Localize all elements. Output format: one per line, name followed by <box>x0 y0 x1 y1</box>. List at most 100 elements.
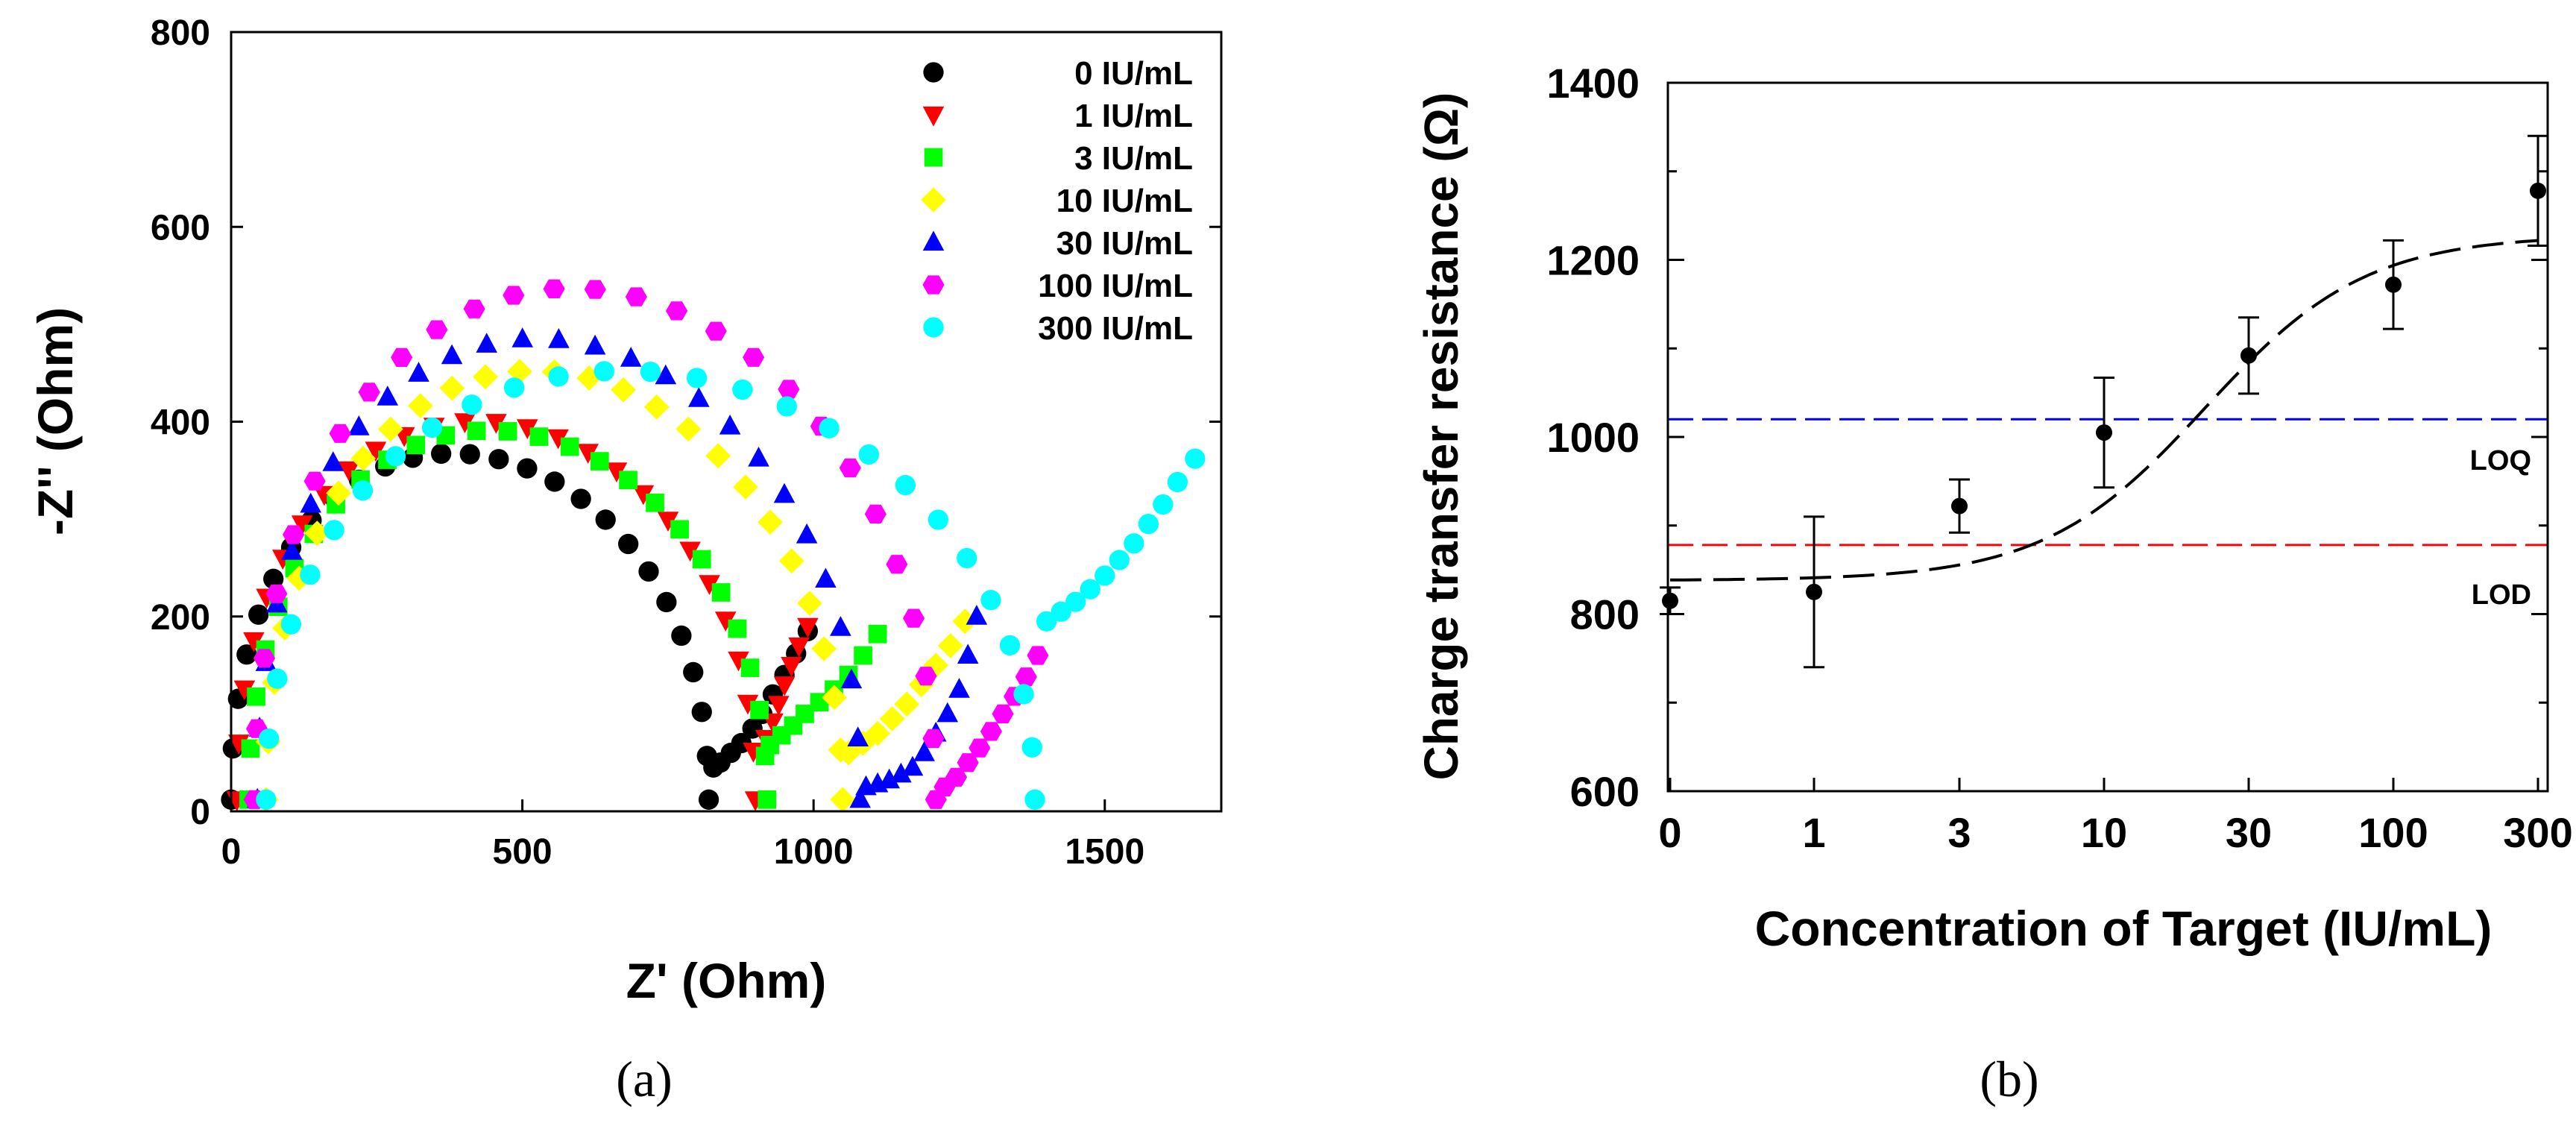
nyquist-point-300-iu-ml <box>300 564 321 585</box>
nyquist-point-100-iu-ml <box>957 753 979 773</box>
nyquist-point-30-iu-ml <box>748 447 769 467</box>
nyquist-point-100-iu-ml <box>303 471 326 491</box>
nyquist-point-1-iu-ml <box>714 611 737 632</box>
nyquist-point-300-iu-ml <box>928 509 949 530</box>
nyquist-point-100-iu-ml <box>743 347 765 367</box>
nyquist-point-30-iu-ml <box>281 540 303 560</box>
nyquist-point-1-iu-ml <box>632 485 655 506</box>
nyquist-point-30-iu-ml <box>948 678 970 698</box>
nyquist-point-100-iu-ml <box>903 608 925 628</box>
nyquist-point-100-iu-ml <box>666 301 688 321</box>
nyquist-point-300-iu-ml <box>1080 579 1100 600</box>
nyquist-point-0-iu-ml <box>595 509 616 530</box>
rct-y-tick-label: 800 <box>1570 591 1640 638</box>
nyquist-point-1-iu-ml <box>517 419 538 439</box>
nyquist-x-tick-label: 0 <box>221 832 242 872</box>
rct-point-300 <box>2530 182 2546 199</box>
rct-point-100 <box>2385 276 2402 293</box>
nyquist-point-100-iu-ml <box>922 729 945 748</box>
nyquist-point-30-iu-ml <box>890 762 912 783</box>
nyquist-point-30-iu-ml <box>377 386 399 406</box>
nyquist-point-0-iu-ml <box>263 568 284 589</box>
nyquist-point-30-iu-ml <box>476 333 497 353</box>
panel-a-caption: (a) <box>616 1051 672 1107</box>
nyquist-point-1-iu-ml <box>737 694 759 715</box>
nyquist-point-0-iu-ml <box>638 561 659 582</box>
nyquist-point-100-iu-ml <box>265 584 288 603</box>
nyquist-point-100-iu-ml <box>969 738 991 758</box>
nyquist-point-10-iu-ml <box>643 394 670 420</box>
legend-label-10-iu-ml: 10 IU/mL <box>1056 183 1193 219</box>
nyquist-point-30-iu-ml <box>913 741 935 761</box>
nyquist-point-10-iu-ml <box>894 691 920 717</box>
rct-point-1 <box>1806 583 1822 600</box>
nyquist-point-1-iu-ml <box>365 441 387 462</box>
nyquist-legend: 0 IU/mL 1 IU/mL 3 IU/mL 10 IU/mL 30 IU/mL 100… <box>921 55 1193 347</box>
nyquist-point-100-iu-ml <box>1027 646 1049 665</box>
rct-x-tick-label: 1 <box>1802 809 1825 856</box>
nyquist-point-1-iu-ml <box>243 632 265 652</box>
nyquist-point-30-iu-ml <box>322 451 344 471</box>
rct-point-30 <box>2240 347 2257 364</box>
nyquist-point-0-iu-ml <box>570 488 591 509</box>
nyquist-point-10-iu-ml <box>304 520 330 546</box>
nyquist-point-10-iu-ml <box>830 787 856 813</box>
nyquist-point-10-iu-ml <box>822 685 847 711</box>
nyquist-point-30-iu-ml <box>548 328 570 348</box>
legend-label-300-iu-ml: 300 IU/mL <box>1038 310 1193 347</box>
legend-label-100-iu-ml: 100 IU/mL <box>1038 268 1193 304</box>
legend-marker-10-iu-ml <box>921 187 946 213</box>
nyquist-point-300-iu-ml <box>421 417 443 438</box>
nyquist-point-3-iu-ml <box>406 435 426 455</box>
rct-x-tick-label: 300 <box>2503 809 2572 856</box>
nyquist-point-0-iu-ml <box>488 449 509 470</box>
rct-y-tick-label: 1000 <box>1546 414 1640 461</box>
nyquist-point-30-iu-ml <box>773 482 796 503</box>
nyquist-y-tick-label: 200 <box>151 598 210 638</box>
nyquist-point-300-iu-ml <box>1167 471 1188 493</box>
nyquist-point-0-iu-ml <box>691 702 712 723</box>
rct-y-axis-label: Charge transfer resistance (Ω) <box>1414 92 1468 781</box>
nyquist-point-3-iu-ml <box>247 687 265 706</box>
nyquist-point-300-iu-ml <box>462 394 482 415</box>
nyquist-point-30-iu-ml <box>655 364 677 385</box>
loq-label: LOQ <box>2470 445 2531 476</box>
nyquist-y-tick-label: 800 <box>151 13 210 53</box>
nyquist-point-1-iu-ml <box>679 541 701 562</box>
nyquist-point-100-iu-ml <box>915 667 937 686</box>
nyquist-point-300-iu-ml <box>593 361 614 382</box>
nyquist-point-30-iu-ml <box>511 327 533 347</box>
nyquist-point-100-iu-ml <box>980 722 1002 741</box>
lod-label: LOD <box>2472 579 2531 611</box>
nyquist-y-tick-label: 0 <box>190 793 210 832</box>
nyquist-point-300-iu-ml <box>980 590 1001 611</box>
nyquist-point-10-iu-ml <box>473 364 498 390</box>
nyquist-point-300-iu-ml <box>776 396 797 417</box>
rct-x-tick-label: 30 <box>2226 809 2272 856</box>
rct-x-tick-label: 3 <box>1947 809 1971 856</box>
rct-y-tick-label: 1400 <box>1546 60 1640 107</box>
nyquist-point-30-iu-ml <box>300 492 321 513</box>
nyquist-point-300-iu-ml <box>1095 565 1115 586</box>
nyquist-point-300-iu-ml <box>1024 789 1045 810</box>
nyquist-point-100-iu-ml <box>778 380 800 399</box>
rct-x-tick-label: 100 <box>2358 809 2428 856</box>
nyquist-point-3-iu-ml <box>529 427 549 446</box>
nyquist-point-10-iu-ml <box>937 633 963 658</box>
nyquist-x-axis-label: Z' (Ohm) <box>626 953 827 1008</box>
nyquist-point-3-iu-ml <box>750 700 769 720</box>
nyquist-point-100-iu-ml <box>864 504 887 523</box>
nyquist-point-300-iu-ml <box>732 379 753 400</box>
nyquist-point-300-iu-ml <box>1138 514 1159 535</box>
nyquist-x-tick-label: 500 <box>493 832 552 872</box>
nyquist-point-10-iu-ml <box>676 416 702 442</box>
nyquist-point-10-iu-ml <box>758 509 783 535</box>
nyquist-point-300-iu-ml <box>858 444 879 465</box>
nyquist-point-3-iu-ml <box>619 471 637 490</box>
nyquist-point-300-iu-ml <box>267 668 288 689</box>
nyquist-point-100-iu-ml <box>426 320 448 339</box>
rct-x-tick-label: 0 <box>1658 809 1681 856</box>
nyquist-point-10-iu-ml <box>879 706 905 732</box>
nyquist-point-3-iu-ml <box>646 493 664 512</box>
